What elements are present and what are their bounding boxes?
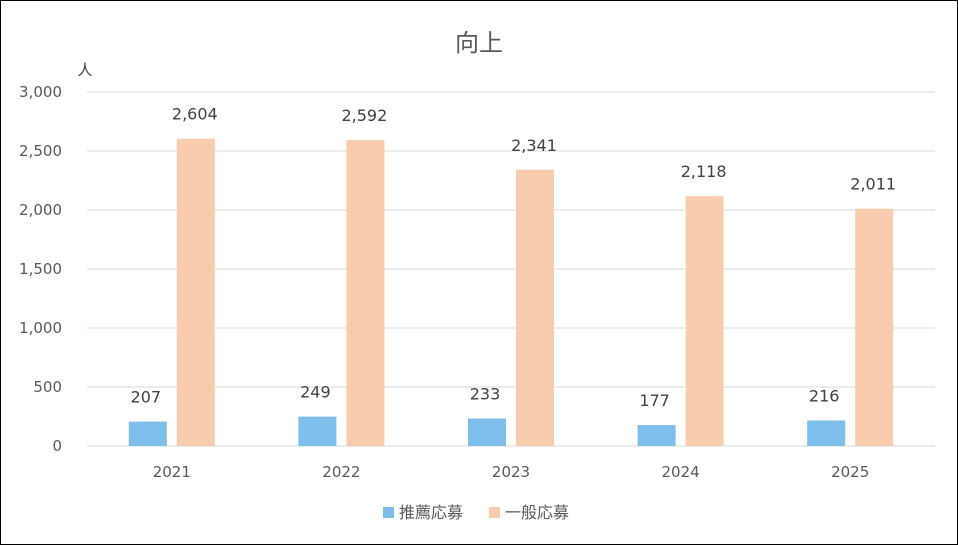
x-tick-label: 2023 xyxy=(492,463,530,481)
chart-title: 向上 xyxy=(455,29,503,57)
x-tick-label: 2025 xyxy=(831,463,869,481)
bar xyxy=(855,208,894,446)
y-tick-label: 2,500 xyxy=(19,142,62,160)
data-label: 233 xyxy=(470,385,501,404)
data-label: 2,341 xyxy=(511,136,557,155)
legend: 推薦応募 一般応募 xyxy=(383,503,569,522)
bar xyxy=(516,169,554,446)
bars xyxy=(128,138,894,447)
y-axis-ticks: 0 500 1,000 1,500 2,000 2,500 3,000 xyxy=(19,83,62,455)
y-tick-label: 500 xyxy=(33,378,62,396)
x-axis-ticks: 2021 2022 2023 2024 2025 xyxy=(153,463,870,481)
y-tick-label: 2,000 xyxy=(19,201,62,219)
legend-label: 推薦応募 xyxy=(399,503,463,522)
x-tick-label: 2024 xyxy=(662,463,700,481)
data-label: 2,604 xyxy=(172,105,218,124)
legend-swatch xyxy=(383,507,394,518)
data-label: 2,592 xyxy=(341,106,387,125)
data-label: 249 xyxy=(300,383,331,402)
y-tick-label: 1,000 xyxy=(19,319,62,337)
bar xyxy=(807,420,846,446)
data-labels: 207 2,604 249 2,592 233 2,341 177 2,118 216 2,011 xyxy=(131,105,897,410)
bar xyxy=(685,196,724,446)
data-label: 207 xyxy=(131,388,162,407)
y-tick-label: 0 xyxy=(52,437,62,455)
legend-label: 一般応募 xyxy=(505,503,569,522)
y-axis-unit-label: 人 xyxy=(77,61,92,79)
bar xyxy=(128,421,167,446)
y-tick-label: 1,500 xyxy=(19,260,62,278)
gridlines xyxy=(87,91,935,447)
bar xyxy=(637,425,676,446)
x-tick-label: 2021 xyxy=(153,463,191,481)
bar xyxy=(346,140,385,447)
data-label: 2,118 xyxy=(681,162,727,181)
bar xyxy=(468,418,506,446)
y-tick-label: 3,000 xyxy=(19,83,62,101)
legend-swatch xyxy=(489,507,501,518)
bar xyxy=(176,138,215,446)
bar xyxy=(298,416,337,446)
data-label: 2,011 xyxy=(850,175,896,194)
data-label: 177 xyxy=(639,391,670,410)
data-label: 216 xyxy=(809,387,840,406)
x-tick-label: 2022 xyxy=(322,463,360,481)
